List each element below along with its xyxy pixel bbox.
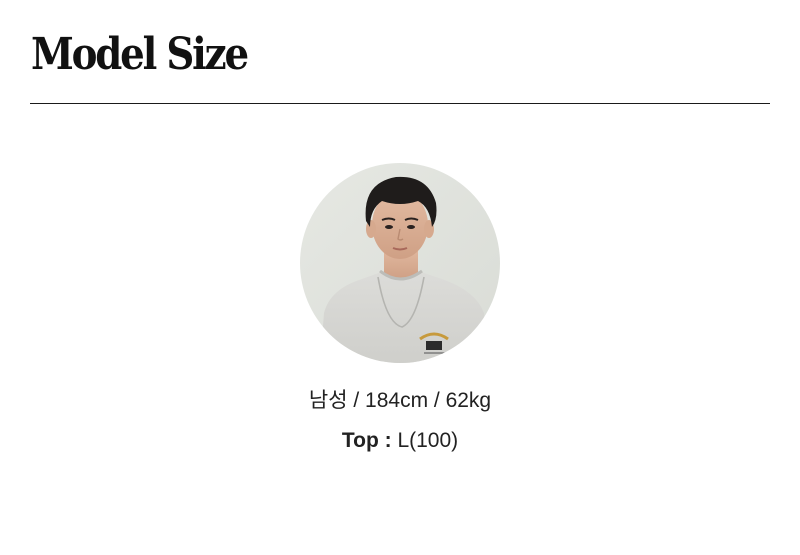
top-size-label: Top : <box>341 429 392 452</box>
section-title: Model Size <box>31 29 249 80</box>
model-body-info: 남성 / 184cm / 62kg <box>308 389 492 412</box>
title-divider <box>30 103 770 104</box>
model-top-size: Top : L(100) <box>0 427 800 455</box>
top-size-value: L(100) <box>397 429 459 452</box>
model-photo <box>300 163 500 363</box>
model-portrait-icon <box>300 163 500 363</box>
